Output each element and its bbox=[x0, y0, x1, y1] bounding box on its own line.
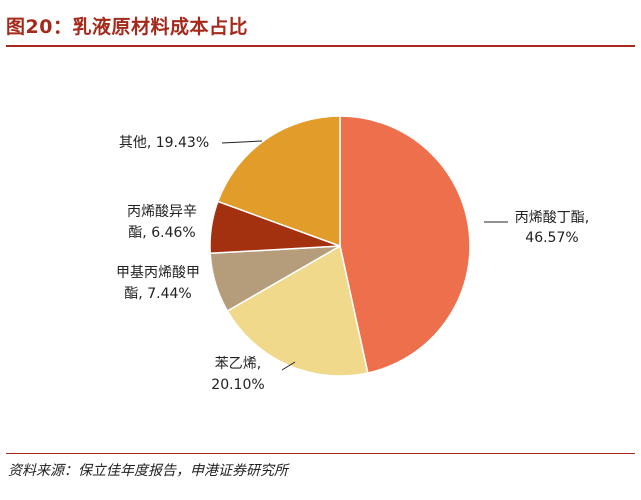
slice-label-2: 苯乙烯, 20.10% bbox=[211, 355, 264, 393]
slice-label-line: 酯, 6.46% bbox=[128, 225, 195, 241]
slice-label-3: 甲基丙烯酸甲酯, 7.44% bbox=[116, 264, 200, 302]
pie-slices bbox=[209, 115, 471, 377]
title-divider bbox=[6, 45, 635, 47]
slice-label-line: 酯, 7.44% bbox=[124, 286, 191, 302]
slice-label-4: 丙烯酸异辛酯, 6.46% bbox=[127, 204, 197, 241]
leader-line-5 bbox=[221, 140, 263, 144]
leader-lines bbox=[221, 140, 508, 371]
pie-slice-5 bbox=[216, 115, 341, 248]
pie-slice-1 bbox=[339, 115, 471, 374]
slice-label-line: 其他, 19.43% bbox=[119, 135, 209, 151]
source-divider bbox=[6, 453, 635, 454]
source-note: 资料来源：保立佳年度报告，申港证券研究所 bbox=[8, 463, 288, 479]
figure-title: 图20：乳液原材料成本占比 bbox=[6, 16, 248, 38]
pie-slice-2 bbox=[226, 244, 369, 377]
slice-label-5: 其他, 19.43% bbox=[119, 135, 209, 151]
slice-labels: 丙烯酸丁酯, 46.57% 苯乙烯, 20.10% 甲基丙烯酸甲酯, 7.44% 丙烯酸异… bbox=[116, 135, 589, 393]
leader-line-2 bbox=[281, 361, 296, 371]
slice-label-line: 甲基丙烯酸甲 bbox=[116, 264, 200, 281]
pie-chart: 丙烯酸丁酯, 46.57% 苯乙烯, 20.10% 甲基丙烯酸甲酯, 7.44% 丙烯酸异… bbox=[116, 115, 589, 393]
slice-label-line: 46.57% bbox=[525, 230, 578, 246]
slice-label-line: 20.10% bbox=[211, 377, 264, 393]
slice-label-line: 丙烯酸异辛 bbox=[127, 204, 197, 220]
slice-label-1: 丙烯酸丁酯, 46.57% bbox=[515, 210, 589, 246]
slice-label-line: 苯乙烯, bbox=[215, 355, 261, 372]
slice-label-line: 丙烯酸丁酯, bbox=[515, 210, 589, 226]
